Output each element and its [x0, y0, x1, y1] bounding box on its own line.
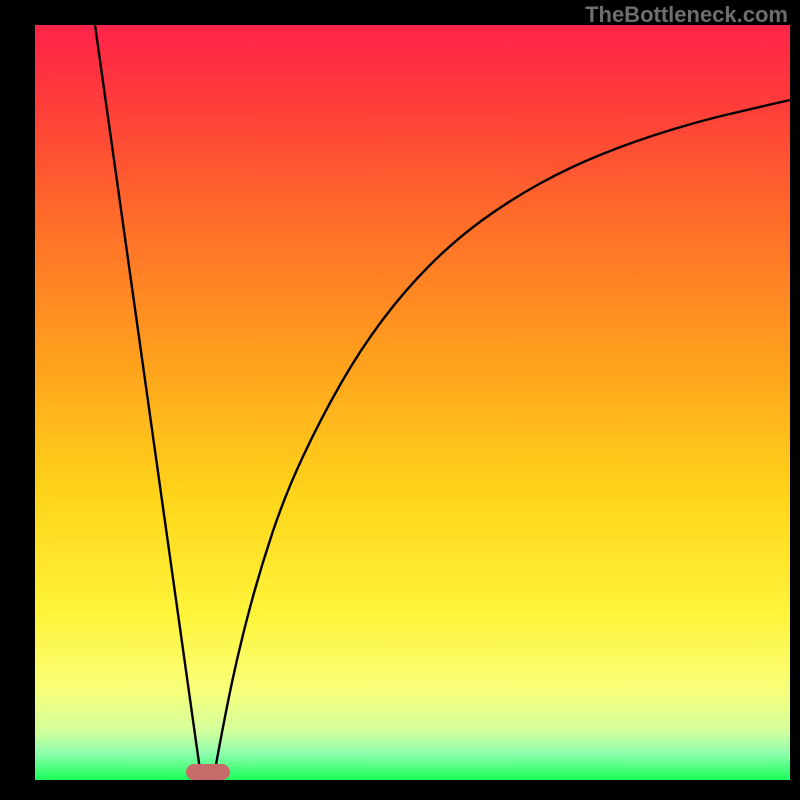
watermark-text: TheBottleneck.com	[585, 2, 788, 28]
curve-layer	[35, 25, 790, 780]
plot-area	[35, 25, 790, 780]
bottleneck-marker	[186, 764, 230, 780]
right-curve	[215, 100, 790, 770]
chart-canvas: TheBottleneck.com	[0, 0, 800, 800]
left-line	[95, 25, 200, 770]
